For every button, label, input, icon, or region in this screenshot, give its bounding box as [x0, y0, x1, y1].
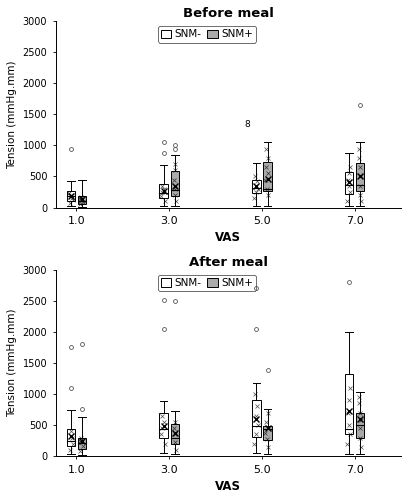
Title: Before meal: Before meal	[183, 7, 274, 20]
Bar	[67, 192, 75, 202]
Bar	[160, 184, 168, 198]
Bar	[171, 424, 179, 444]
Legend: SNM-, SNM+: SNM-, SNM+	[157, 26, 256, 42]
Text: 8: 8	[244, 120, 250, 129]
Bar	[356, 163, 364, 192]
Legend: SNM-, SNM+: SNM-, SNM+	[157, 275, 256, 291]
Y-axis label: Tension (mmHg.mm): Tension (mmHg.mm)	[7, 308, 17, 417]
Bar	[345, 374, 353, 434]
Bar	[252, 180, 261, 192]
Bar	[263, 426, 272, 440]
Bar	[78, 438, 86, 450]
X-axis label: VAS: VAS	[215, 480, 241, 493]
Title: After meal: After meal	[189, 256, 268, 268]
Bar	[356, 414, 364, 438]
Bar	[160, 414, 168, 438]
Bar	[252, 400, 261, 437]
X-axis label: VAS: VAS	[215, 232, 241, 244]
Bar	[171, 171, 179, 196]
Bar	[345, 172, 353, 194]
Bar	[78, 196, 86, 204]
Y-axis label: Tension (mmHg.mm): Tension (mmHg.mm)	[7, 60, 17, 168]
Bar	[263, 162, 272, 192]
Bar	[67, 430, 75, 446]
